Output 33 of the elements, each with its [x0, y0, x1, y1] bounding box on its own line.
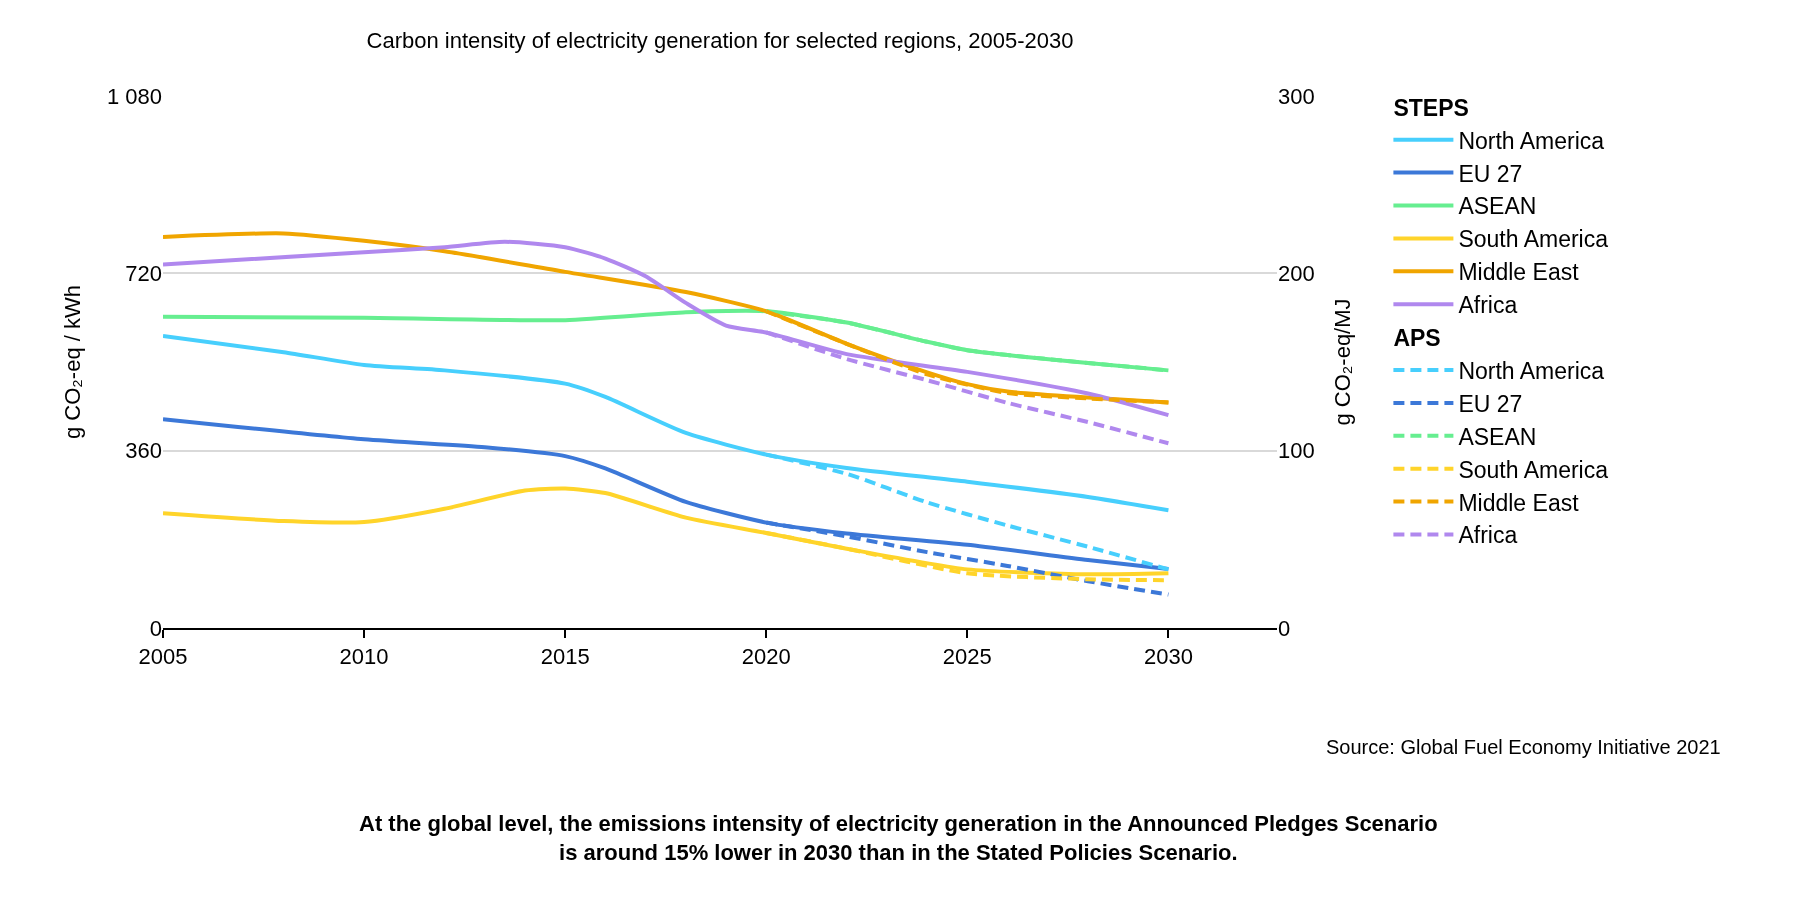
x-tick-label: 2015	[540, 644, 590, 670]
legend-label: EU 27	[1458, 160, 1523, 187]
x-tick-label: 2030	[1143, 644, 1193, 670]
y-tick-label: 720	[125, 261, 162, 287]
legend-label: Middle East	[1458, 489, 1580, 516]
chart-title: Carbon intensity of electricity generation for selected regions, 2005-2030	[366, 28, 1074, 54]
y2-tick-label: 0	[1278, 615, 1291, 641]
y-axis-title: g CO₂-eq / kWh	[59, 284, 85, 440]
legend-label: ASEAN	[1458, 193, 1537, 220]
legend-label: North America	[1458, 357, 1605, 384]
x-tick-label: 2005	[138, 644, 188, 670]
y2-tick-label: 100	[1278, 438, 1315, 464]
text: At the global level, the emissions intensity of electricity generation in the Announced Pledges Scenario is around 15% lower in 2030 than in the Stated Policies Scenario.	[359, 811, 1438, 865]
legend-label: EU 27	[1458, 390, 1523, 417]
x-tick-label: 2020	[741, 644, 791, 670]
y2-axis-title: g CO₂-eq/MJ	[1329, 298, 1355, 426]
source-note: Source: Global Fuel Economy Initiative 2021	[1326, 736, 1721, 758]
legend-label: Middle East	[1458, 259, 1580, 286]
legend-label: South America	[1458, 456, 1609, 483]
legend-label: Africa	[1458, 522, 1518, 549]
legend-label: North America	[1458, 127, 1605, 154]
legend-label: South America	[1458, 226, 1609, 253]
x-tick-label: 2025	[942, 644, 992, 670]
legend-label: ASEAN	[1458, 423, 1537, 450]
legend-label: Africa	[1458, 292, 1518, 319]
y2-tick-label: 300	[1278, 83, 1315, 109]
text: STEPS	[1393, 94, 1469, 121]
x-tick-label: 2010	[339, 644, 389, 670]
y-tick-label: 1 080	[106, 83, 162, 109]
text: APS	[1393, 325, 1441, 352]
y2-tick-label: 200	[1278, 261, 1315, 287]
y-tick-label: 0	[149, 615, 162, 641]
y-tick-label: 360	[125, 438, 162, 464]
